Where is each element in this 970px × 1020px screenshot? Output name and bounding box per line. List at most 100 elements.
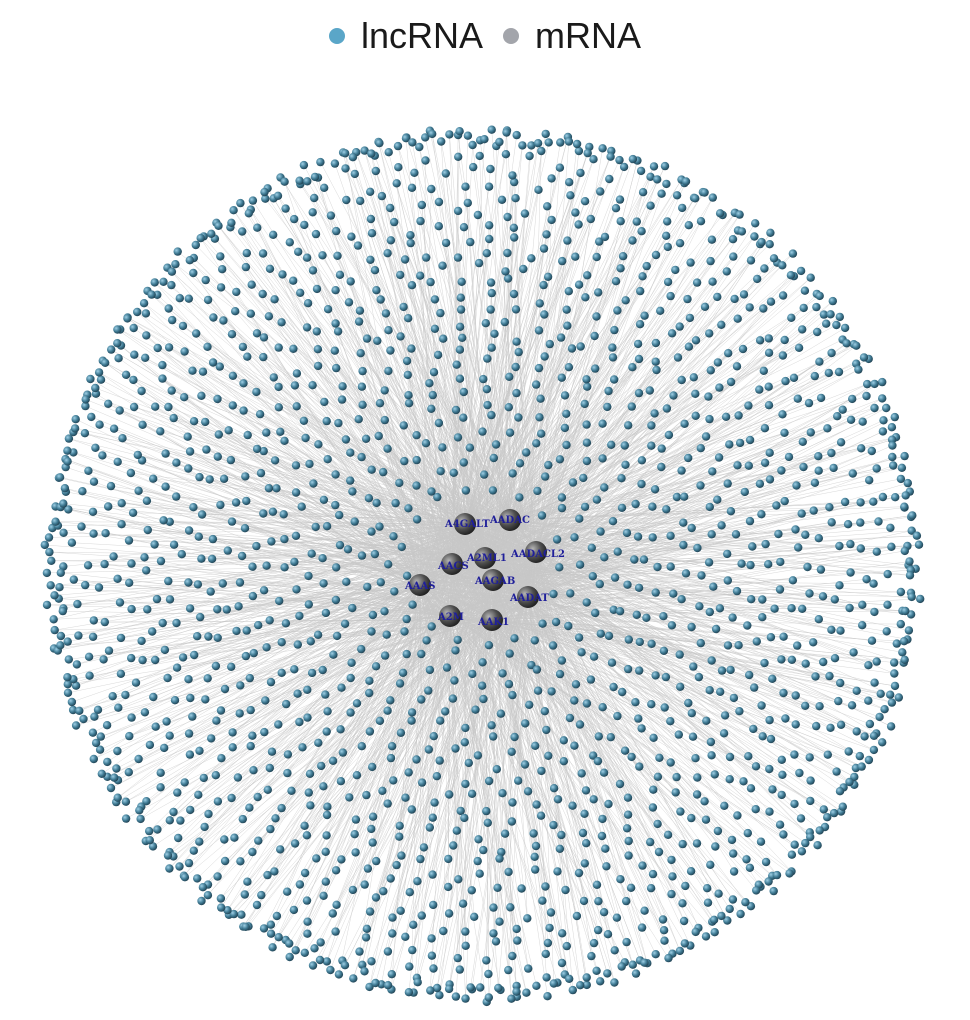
interaction-edge xyxy=(179,298,451,617)
interaction-edge xyxy=(419,343,854,586)
lncrna-node xyxy=(717,666,727,675)
lncrna-node xyxy=(64,505,73,514)
lncrna-node xyxy=(139,299,149,308)
lncrna-node xyxy=(400,255,410,264)
lncrna-node xyxy=(466,983,475,992)
lncrna-node xyxy=(408,600,417,609)
lncrna-node xyxy=(890,412,899,422)
interaction-edge xyxy=(491,619,548,997)
lncrna-node xyxy=(547,174,556,183)
lncrna-node xyxy=(247,280,256,289)
lncrna-node xyxy=(553,867,562,876)
lncrna-node xyxy=(318,554,327,563)
interaction-edge xyxy=(85,405,494,581)
lncrna-node xyxy=(356,196,365,206)
lncrna-node xyxy=(386,203,395,213)
lncrna-node xyxy=(574,146,584,156)
lncrna-node xyxy=(835,581,844,590)
lncrna-node xyxy=(460,813,469,823)
lncrna-node xyxy=(318,665,327,675)
lncrna-node xyxy=(484,776,494,786)
lncrna-node xyxy=(135,806,144,815)
lncrna-node xyxy=(84,466,93,475)
lncrna-node xyxy=(44,533,54,542)
lncrna-node xyxy=(630,555,639,564)
lncrna-node xyxy=(553,795,563,804)
lncrna-node xyxy=(89,477,99,486)
lncrna-node xyxy=(632,217,641,226)
lncrna-node xyxy=(708,467,717,476)
lncrna-node xyxy=(535,413,544,422)
lncrna-node xyxy=(846,539,855,549)
lncrna-node xyxy=(433,492,442,502)
lncrna-node xyxy=(791,720,800,729)
lncrna-node xyxy=(217,754,226,763)
lncrna-node xyxy=(382,630,391,639)
lncrna-node xyxy=(758,732,767,741)
lncrna-node xyxy=(71,721,81,730)
interaction-edge xyxy=(143,302,486,559)
interaction-edge xyxy=(464,523,844,788)
lncrna-node xyxy=(886,690,895,699)
lncrna-node xyxy=(596,527,605,536)
lncrna-node xyxy=(898,648,907,657)
lncrna-node xyxy=(232,626,241,636)
lncrna-node xyxy=(537,766,546,776)
lncrna-node xyxy=(63,446,72,455)
lncrna-node xyxy=(537,146,546,156)
lncrna-node xyxy=(814,452,823,461)
lncrna-node xyxy=(589,795,598,804)
lncrna-node xyxy=(427,184,436,194)
lncrna-node xyxy=(666,758,675,767)
lncrna-node xyxy=(680,419,689,428)
interaction-edge xyxy=(175,264,493,621)
lncrna-node xyxy=(666,717,675,726)
lncrna-node xyxy=(564,137,574,146)
lncrna-node xyxy=(872,657,881,666)
lncrna-node xyxy=(460,738,469,747)
lncrna-node xyxy=(322,831,331,840)
lncrna-node xyxy=(295,717,304,727)
lncrna-node xyxy=(367,957,376,966)
lncrna-node xyxy=(436,467,445,476)
interaction-edge xyxy=(417,551,537,983)
lncrna-node xyxy=(729,867,739,876)
lncrna-node xyxy=(645,386,654,395)
lncrna-node xyxy=(764,382,773,391)
lncrna-node xyxy=(328,756,338,765)
lncrna-node xyxy=(872,464,881,473)
lncrna-node xyxy=(180,393,189,402)
lncrna-node xyxy=(510,177,519,187)
lncrna-node xyxy=(717,320,726,329)
lncrna-node xyxy=(732,586,742,596)
lncrna-node xyxy=(505,372,514,381)
interaction-edge xyxy=(492,253,794,581)
lncrna-node xyxy=(760,264,769,273)
lncrna-node xyxy=(363,582,372,592)
interaction-edge xyxy=(491,619,570,979)
lncrna-node xyxy=(571,208,580,217)
lncrna-node xyxy=(189,268,198,278)
interaction-edge xyxy=(527,275,792,598)
lncrna-node xyxy=(360,967,369,976)
lncrna-node xyxy=(663,277,673,287)
lncrna-node xyxy=(874,517,883,526)
lncrna-node xyxy=(649,162,659,171)
lncrna-node xyxy=(137,386,146,396)
lncrna-node xyxy=(640,311,649,320)
interaction-edge xyxy=(178,563,453,839)
lncrna-node xyxy=(907,526,916,535)
lncrna-node xyxy=(209,313,218,322)
lncrna-node xyxy=(867,636,877,645)
lncrna-node xyxy=(760,658,769,668)
lncrna-node xyxy=(235,578,245,587)
lncrna-node xyxy=(252,329,262,338)
lncrna-node xyxy=(701,815,711,824)
lncrna-node xyxy=(615,607,625,616)
lncrna-node xyxy=(322,727,331,736)
lncrna-node xyxy=(734,641,743,650)
lncrna-node xyxy=(473,856,482,866)
lncrna-node xyxy=(185,750,195,759)
lncrna-node xyxy=(838,405,847,414)
